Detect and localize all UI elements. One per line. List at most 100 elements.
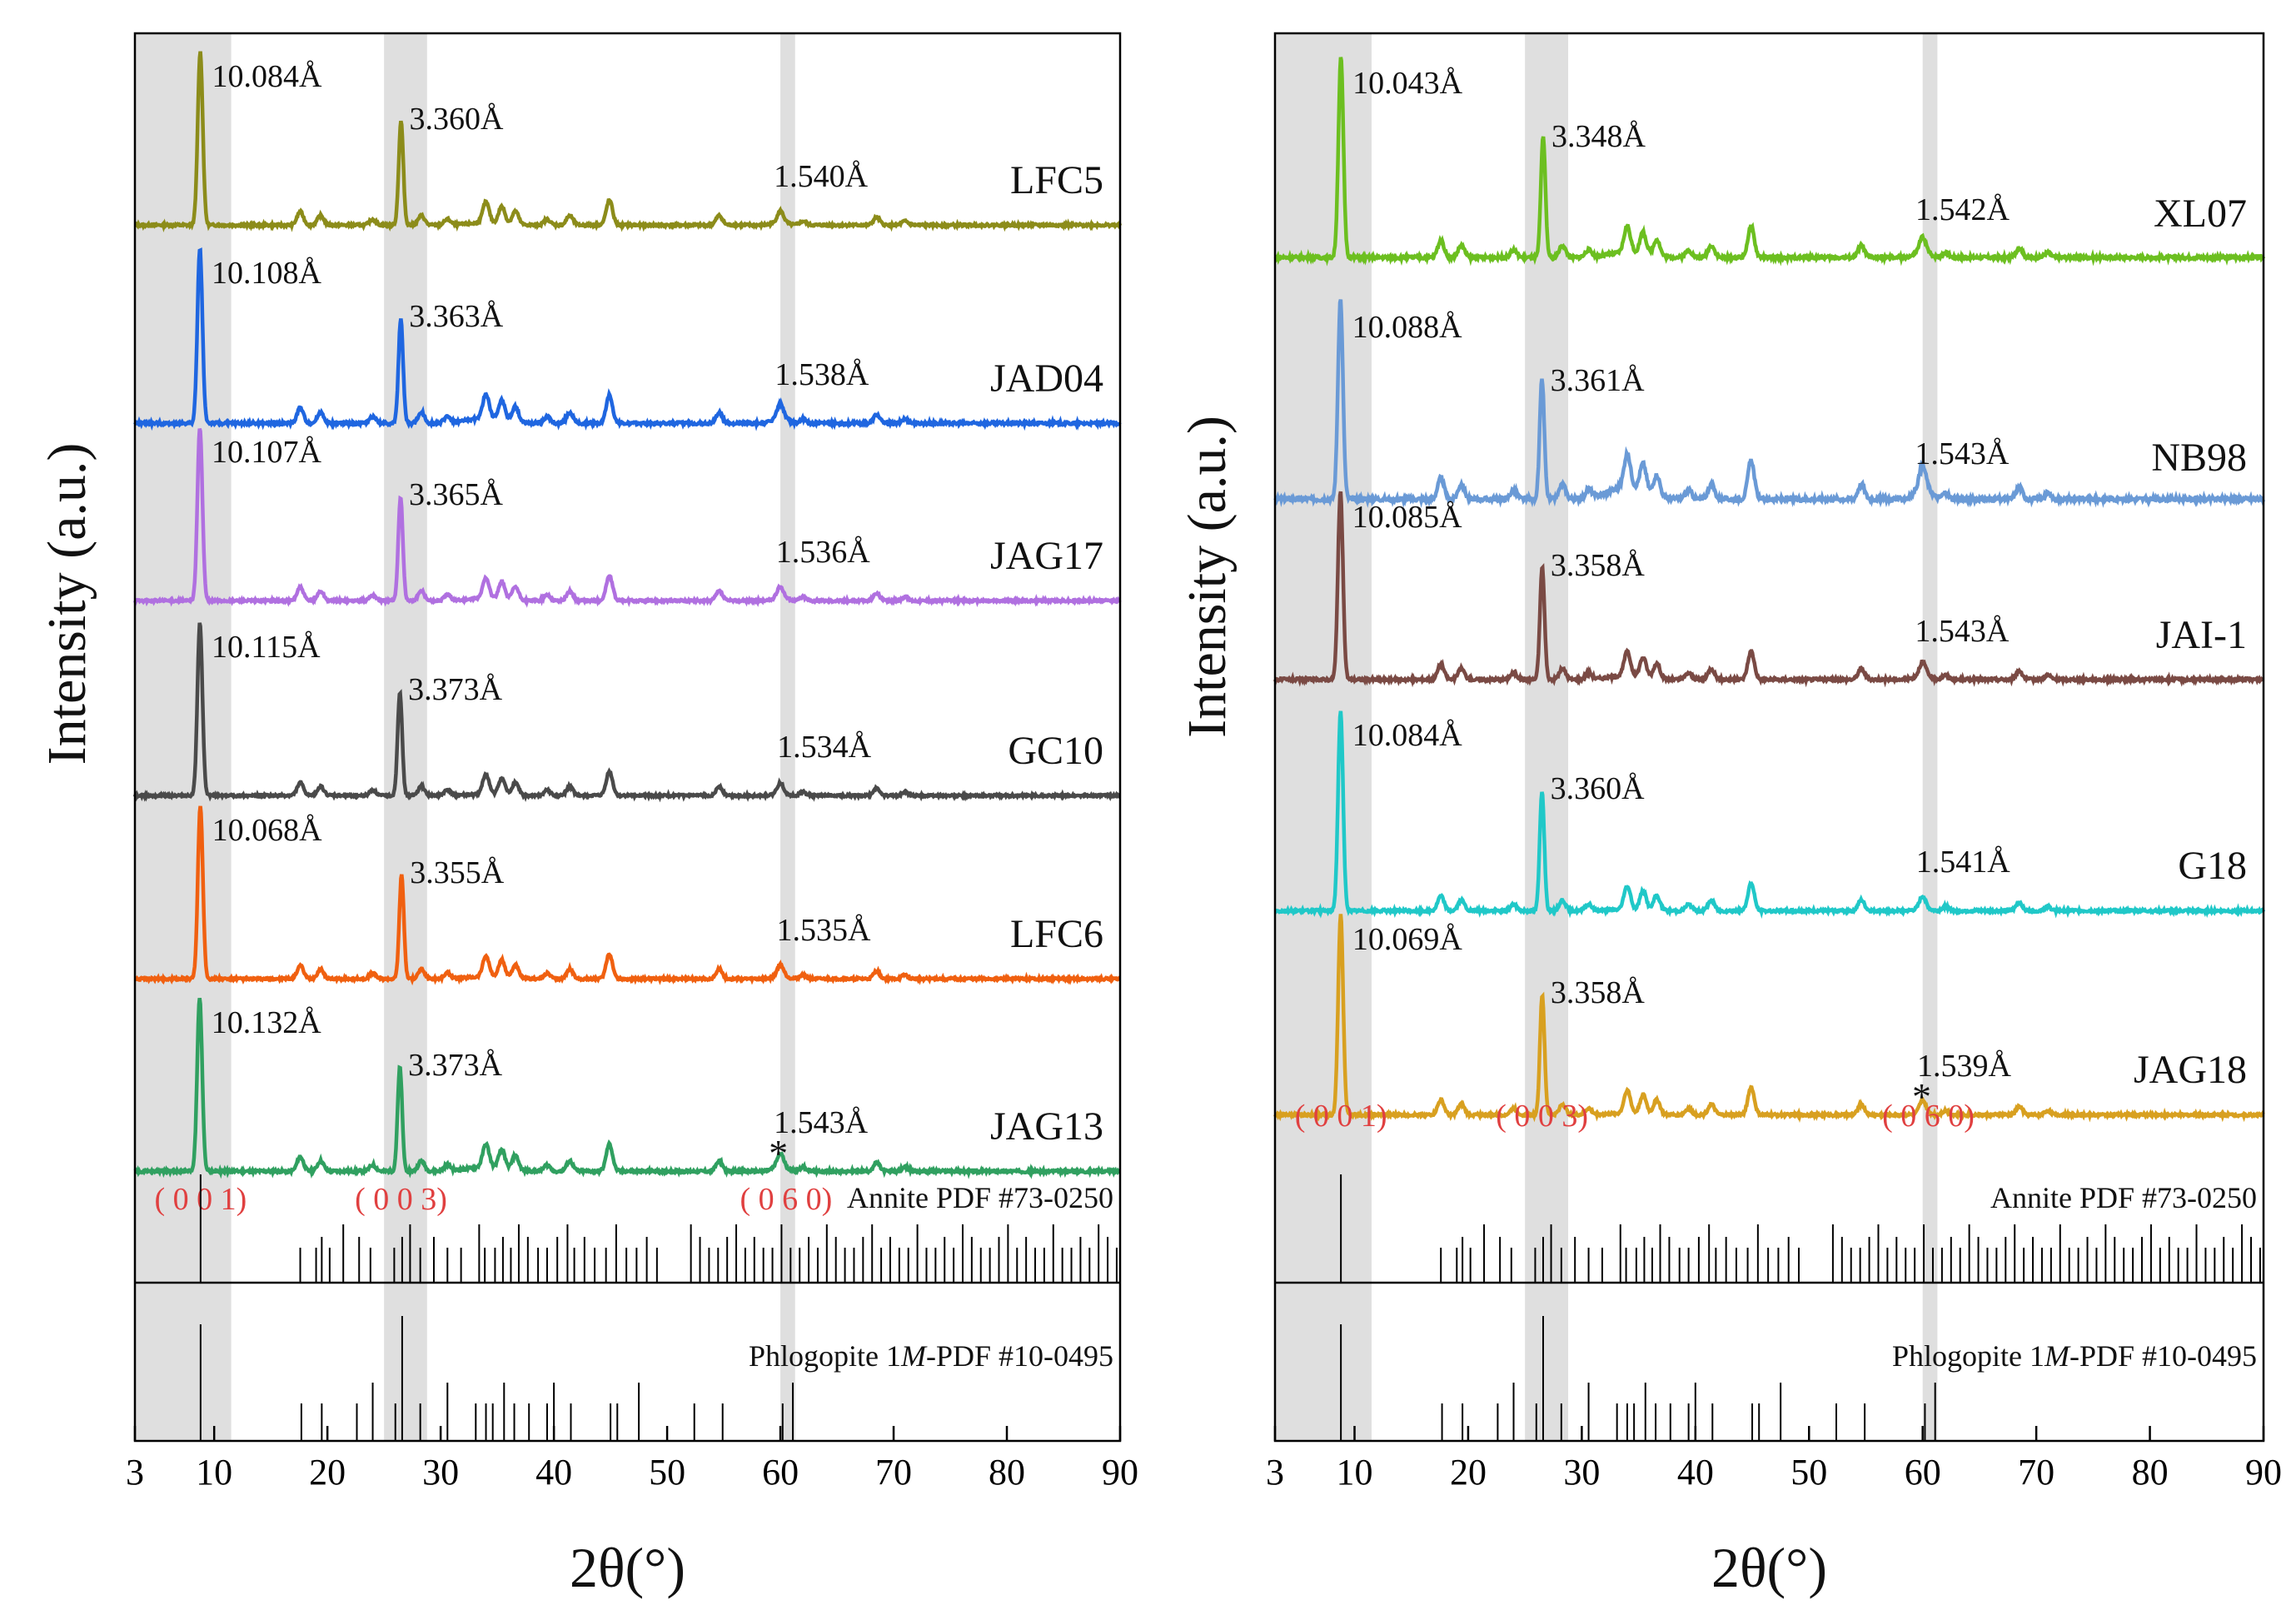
sample-label-GC10: GC10 — [1008, 729, 1103, 773]
phlogopite-label: Phlogopite 1M-PDF #10-0495 — [1892, 1339, 2257, 1373]
series-line-NB98 — [1273, 299, 2266, 509]
x-tick-label: 10 — [1337, 1452, 1373, 1493]
series-line-JAG18 — [1273, 914, 2265, 1124]
d060-label-LFC6: 1.535Å — [776, 913, 871, 948]
series-line-JAD04 — [133, 247, 1122, 431]
x-tick-label: 40 — [535, 1452, 572, 1493]
d003-label-NB98: 3.361Å — [1551, 363, 1646, 398]
marker-060: * — [769, 1132, 788, 1174]
hkl-label: ( 0 6 0) — [740, 1182, 832, 1217]
panel-left: 10.084Å 3.360Å 1.540Å LFC5 10.108Å 3.363Å 1.53… — [37, 32, 1138, 1599]
x-tick-label: 50 — [1790, 1452, 1827, 1493]
series-line-XL07 — [1273, 57, 2266, 267]
x-tick-label: 70 — [2018, 1452, 2054, 1493]
d003-label-GC10: 3.373Å — [408, 672, 503, 707]
phlogopite-label: Phlogopite 1M-PDF #10-0495 — [749, 1339, 1113, 1373]
x-tick-label: 50 — [649, 1452, 685, 1493]
d003-label-JAI-1: 3.358Å — [1551, 548, 1646, 583]
series-line-G18 — [1273, 710, 2266, 920]
x-tick-label: 30 — [1563, 1452, 1600, 1493]
hkl-label: ( 0 0 1) — [1295, 1099, 1387, 1134]
d003-label-G18: 3.360Å — [1551, 771, 1646, 806]
sample-label-JAG17: JAG17 — [990, 534, 1103, 578]
d001-label-JAG18: 10.069Å — [1352, 922, 1463, 957]
x-axis-label: 2θ(°) — [570, 1536, 685, 1599]
x-tick-label: 40 — [1677, 1452, 1714, 1493]
x-tick-label: 3 — [1266, 1452, 1284, 1493]
x-tick-label: 20 — [1450, 1452, 1487, 1493]
d003-label-JAD04: 3.363Å — [409, 299, 504, 334]
panel-right: 10.043Å 3.348Å 1.542Å XL07 10.088Å 3.361Å 1.54… — [1177, 32, 2282, 1599]
d001-label-GC10: 10.115Å — [212, 630, 321, 665]
d060-label-NB98: 1.543Å — [1915, 436, 2010, 471]
hkl-label: ( 0 0 3) — [1496, 1099, 1588, 1134]
x-tick-label: 70 — [875, 1452, 912, 1493]
d060-label-JAG17: 1.536Å — [776, 535, 871, 570]
d060-label-XL07: 1.542Å — [1915, 192, 2010, 227]
series-line-JAG13 — [133, 998, 1122, 1179]
d001-label-JAG17: 10.107Å — [212, 435, 322, 470]
hkl-label: ( 0 6 0) — [1882, 1099, 1975, 1134]
marker-060: * — [1912, 1075, 1931, 1118]
d001-label-JAG13: 10.132Å — [212, 1005, 322, 1040]
x-tick-label: 3 — [126, 1452, 144, 1493]
y-axis-label: Intensity (a.u.) — [1177, 416, 1238, 738]
series-line-LFC5 — [133, 51, 1123, 233]
sample-label-LFC6: LFC6 — [1010, 912, 1103, 956]
d001-label-JAI-1: 10.085Å — [1352, 500, 1463, 535]
d060-label-JAD04: 1.538Å — [774, 357, 869, 392]
shaded-band — [1275, 33, 1372, 1441]
series-line-JAI-1 — [1273, 491, 2264, 688]
d003-label-JAG13: 3.373Å — [408, 1048, 503, 1083]
shaded-band — [384, 33, 427, 1441]
sample-label-JAG18: JAG18 — [2134, 1048, 2247, 1092]
shaded-band — [135, 33, 232, 1441]
series-line-LFC6 — [133, 805, 1122, 986]
shaded-band — [1922, 33, 1938, 1441]
shaded-band — [1525, 33, 1569, 1441]
d003-label-JAG17: 3.365Å — [409, 477, 504, 512]
x-tick-label: 90 — [1102, 1452, 1138, 1493]
d060-label-G18: 1.541Å — [1916, 845, 2011, 880]
d003-label-LFC6: 3.355Å — [410, 855, 504, 890]
x-tick-label: 10 — [196, 1452, 232, 1493]
d001-label-G18: 10.084Å — [1352, 718, 1463, 753]
plot-frame — [1273, 32, 2265, 1443]
d060-label-JAG13: 1.543Å — [774, 1105, 869, 1140]
d003-label-LFC5: 3.360Å — [410, 102, 505, 137]
y-axis-label: Intensity (a.u.) — [37, 443, 97, 765]
sample-label-G18: G18 — [2178, 844, 2247, 888]
sample-label-NB98: NB98 — [2151, 436, 2247, 480]
x-tick-label: 60 — [1905, 1452, 1941, 1493]
d001-label-JAD04: 10.108Å — [212, 256, 322, 291]
sample-label-JAG13: JAG13 — [990, 1104, 1103, 1149]
d003-label-JAG18: 3.358Å — [1551, 975, 1646, 1010]
series-line-JAG17 — [132, 428, 1122, 608]
annite-label: Annite PDF #73-0250 — [847, 1181, 1113, 1214]
x-tick-label: 80 — [2132, 1452, 2169, 1493]
x-axis-label: 2θ(°) — [1711, 1536, 1827, 1599]
x-tick-label: 20 — [309, 1452, 346, 1493]
d060-label-JAG18: 1.539Å — [1917, 1049, 2012, 1084]
d003-label-XL07: 3.348Å — [1551, 119, 1646, 154]
hkl-label: ( 0 0 3) — [355, 1182, 447, 1217]
d060-label-GC10: 1.534Å — [777, 730, 871, 765]
sample-label-XL07: XL07 — [2154, 192, 2247, 236]
sample-label-LFC5: LFC5 — [1010, 158, 1103, 202]
plot-frame — [133, 32, 1122, 1443]
x-tick-label: 60 — [762, 1452, 799, 1493]
d001-label-LFC5: 10.084Å — [212, 59, 322, 94]
sample-label-JAI-1: JAI-1 — [2156, 613, 2247, 657]
d001-label-NB98: 10.088Å — [1352, 310, 1463, 345]
x-tick-label: 80 — [989, 1452, 1025, 1493]
d060-label-JAI-1: 1.543Å — [1915, 614, 2010, 649]
x-tick-label: 30 — [422, 1452, 459, 1493]
series-line-GC10 — [132, 622, 1122, 803]
x-tick-label: 90 — [2245, 1452, 2282, 1493]
d001-label-XL07: 10.043Å — [1352, 66, 1463, 101]
shaded-band — [780, 33, 795, 1441]
sample-label-JAD04: JAD04 — [990, 356, 1103, 401]
d001-label-LFC6: 10.068Å — [212, 813, 323, 848]
annite-label: Annite PDF #73-0250 — [1990, 1181, 2257, 1214]
